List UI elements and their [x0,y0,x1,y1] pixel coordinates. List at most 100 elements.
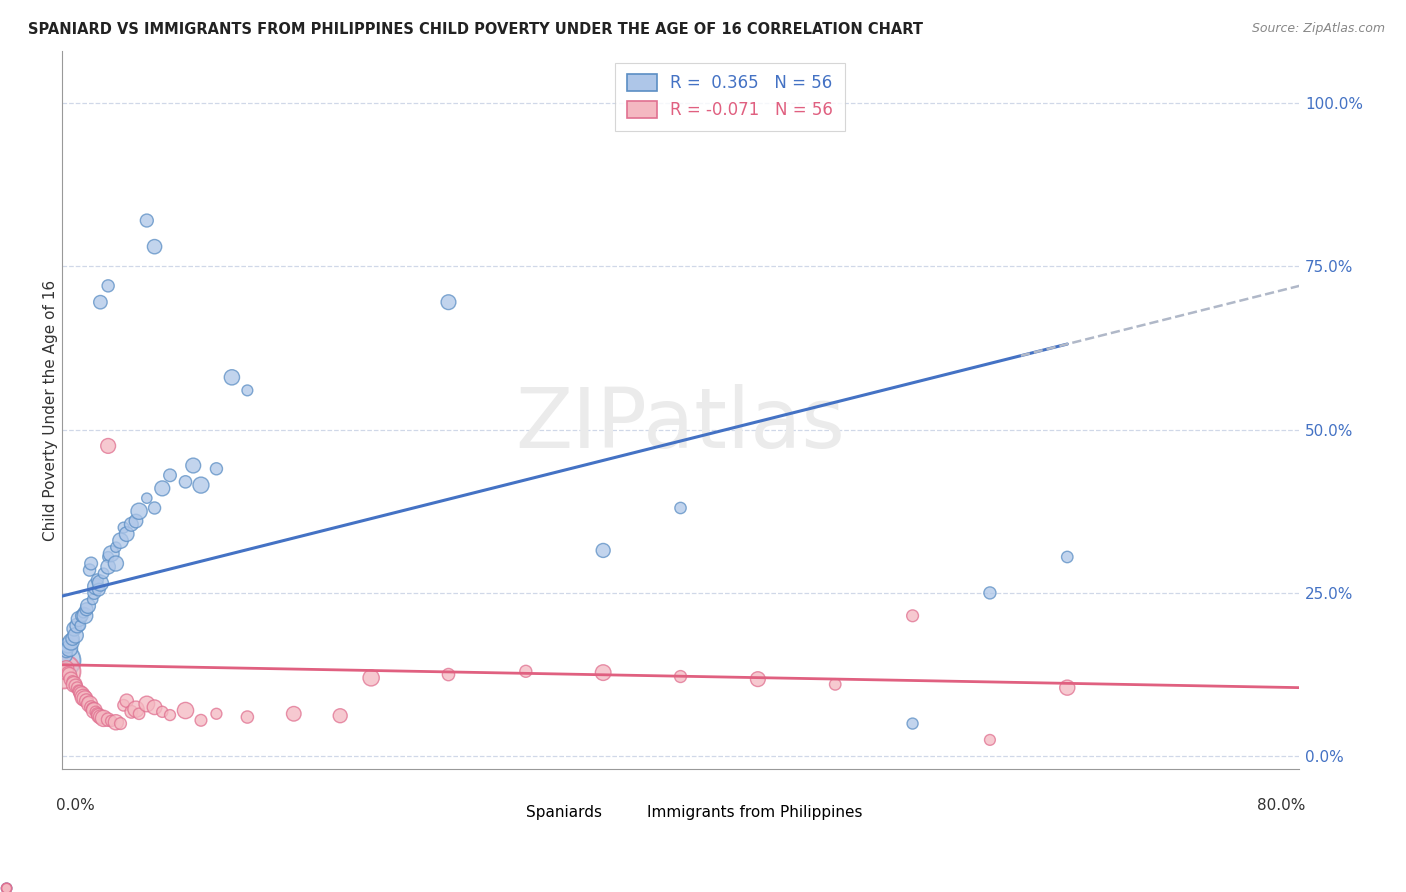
Text: 0.0%: 0.0% [56,798,94,813]
Point [174,704,197,718]
Point [747,672,769,686]
Point [104,540,127,554]
Point [80,700,103,714]
Point [73,608,96,623]
Text: SPANIARD VS IMMIGRANTS FROM PHILIPPINES CHILD POVERTY UNDER THE AGE OF 16 CORREL: SPANIARD VS IMMIGRANTS FROM PHILIPPINES … [28,22,924,37]
Point [236,710,259,724]
Point [89,710,111,724]
Point [89,295,111,310]
Point [143,240,166,254]
Point [53,648,76,662]
Point [669,500,692,515]
Point [72,606,94,620]
Point [56,665,79,680]
Point [79,563,101,577]
Point [56,638,79,652]
Point [592,665,614,680]
Point [77,696,100,710]
Point [669,669,692,683]
Point [110,533,132,548]
Point [60,635,83,649]
Point [143,500,166,515]
Point [128,504,150,518]
Point [112,520,135,534]
Point [135,213,157,227]
Point [70,687,93,701]
Point [901,608,924,623]
Point [97,559,120,574]
Point [150,482,173,496]
Point [66,681,89,695]
Point [87,708,110,723]
Point [120,517,142,532]
Point [84,579,107,593]
Point [824,677,846,691]
Point [70,608,93,623]
Point [67,684,90,698]
Point [104,715,127,730]
Point [63,622,86,636]
Point [205,706,228,721]
Point [62,674,84,689]
Point [73,691,96,706]
Legend: Spaniards, Immigrants from Philippines: Spaniards, Immigrants from Philippines [492,798,869,826]
Point [437,667,460,681]
Point [97,439,120,453]
Point [65,679,87,693]
Y-axis label: Child Poverty Under the Age of 16: Child Poverty Under the Age of 16 [44,279,58,541]
Point [150,705,173,719]
Point [125,514,148,528]
Point [93,711,115,725]
Point [181,458,204,473]
Point [89,576,111,591]
Point [1056,549,1078,564]
Point [58,667,80,681]
Point [190,478,212,492]
Point [79,697,101,711]
Point [80,557,103,571]
Point [236,384,259,398]
Point [58,641,80,656]
Point [135,491,157,506]
Point [174,475,197,489]
Point [128,706,150,721]
Point [110,716,132,731]
Point [55,661,77,675]
Text: Source: ZipAtlas.com: Source: ZipAtlas.com [1251,22,1385,36]
Point [515,665,537,679]
Point [159,468,181,483]
Point [67,612,90,626]
Point [69,618,91,632]
Point [83,704,105,718]
Point [125,702,148,716]
Point [63,677,86,691]
Point [437,295,460,310]
Point [62,632,84,646]
Point [329,708,352,723]
Point [53,665,76,679]
Point [283,706,305,721]
Point [97,713,120,727]
Point [65,628,87,642]
Point [205,462,228,476]
Point [97,278,120,293]
Point [76,602,98,616]
Point [100,547,122,561]
Point [76,694,98,708]
Point [221,370,243,384]
Point [1056,681,1078,695]
Point [979,586,1001,600]
Point [104,557,127,571]
Point [592,543,614,558]
Point [135,697,157,711]
Point [72,690,94,705]
Point [52,665,75,679]
Point [360,671,382,685]
Point [86,573,108,587]
Point [82,592,104,607]
Point [84,705,107,719]
Point [159,708,181,723]
Point [120,705,142,719]
Point [66,618,89,632]
Point [100,714,122,728]
